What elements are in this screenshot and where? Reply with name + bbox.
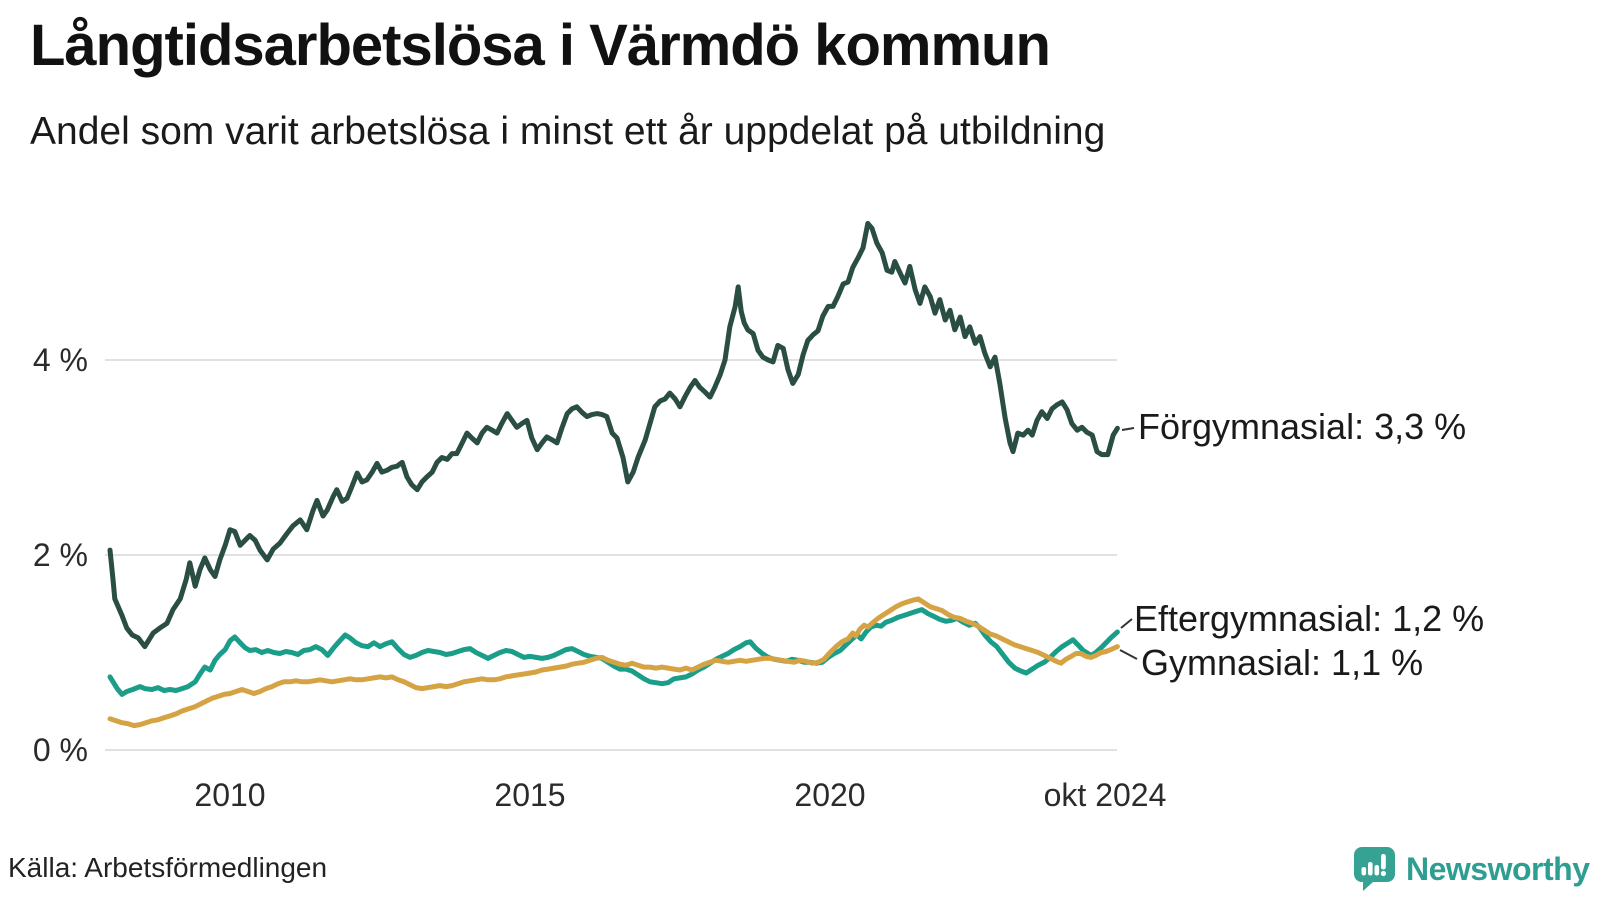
series-end-label-forgymnasial: Förgymnasial: 3,3 % bbox=[1138, 406, 1467, 447]
series-line-gymnasial bbox=[107, 596, 1120, 729]
x-tick-label: 2020 bbox=[794, 777, 865, 813]
x-tick-label: 2010 bbox=[194, 777, 265, 813]
x-tick-label: 2015 bbox=[494, 777, 565, 813]
y-tick-label: 4 % bbox=[33, 342, 88, 378]
label-connector bbox=[1119, 649, 1138, 660]
series-end-label-gymnasial: Gymnasial: 1,1 % bbox=[1141, 642, 1424, 683]
y-tick-label: 2 % bbox=[33, 537, 88, 573]
brand-logo[interactable]: Newsworthy bbox=[1352, 846, 1590, 892]
brand-name: Newsworthy bbox=[1406, 850, 1590, 887]
y-tick-label: 0 % bbox=[33, 732, 88, 768]
page-title: Långtidsarbetslösa i Värmdö kommun bbox=[30, 13, 1051, 78]
newsworthy-logo-icon bbox=[1354, 847, 1395, 891]
series-end-label-eftergymnasial: Eftergymnasial: 1,2 % bbox=[1134, 598, 1485, 639]
x-tick-label: okt 2024 bbox=[1044, 777, 1167, 813]
label-connector bbox=[1120, 618, 1133, 629]
page-subtitle: Andel som varit arbetslösa i minst ett å… bbox=[30, 110, 1106, 153]
source-note: Källa: Arbetsförmedlingen bbox=[8, 852, 328, 883]
label-connector bbox=[1121, 427, 1135, 431]
series-line-forgymnasial bbox=[107, 221, 1120, 650]
